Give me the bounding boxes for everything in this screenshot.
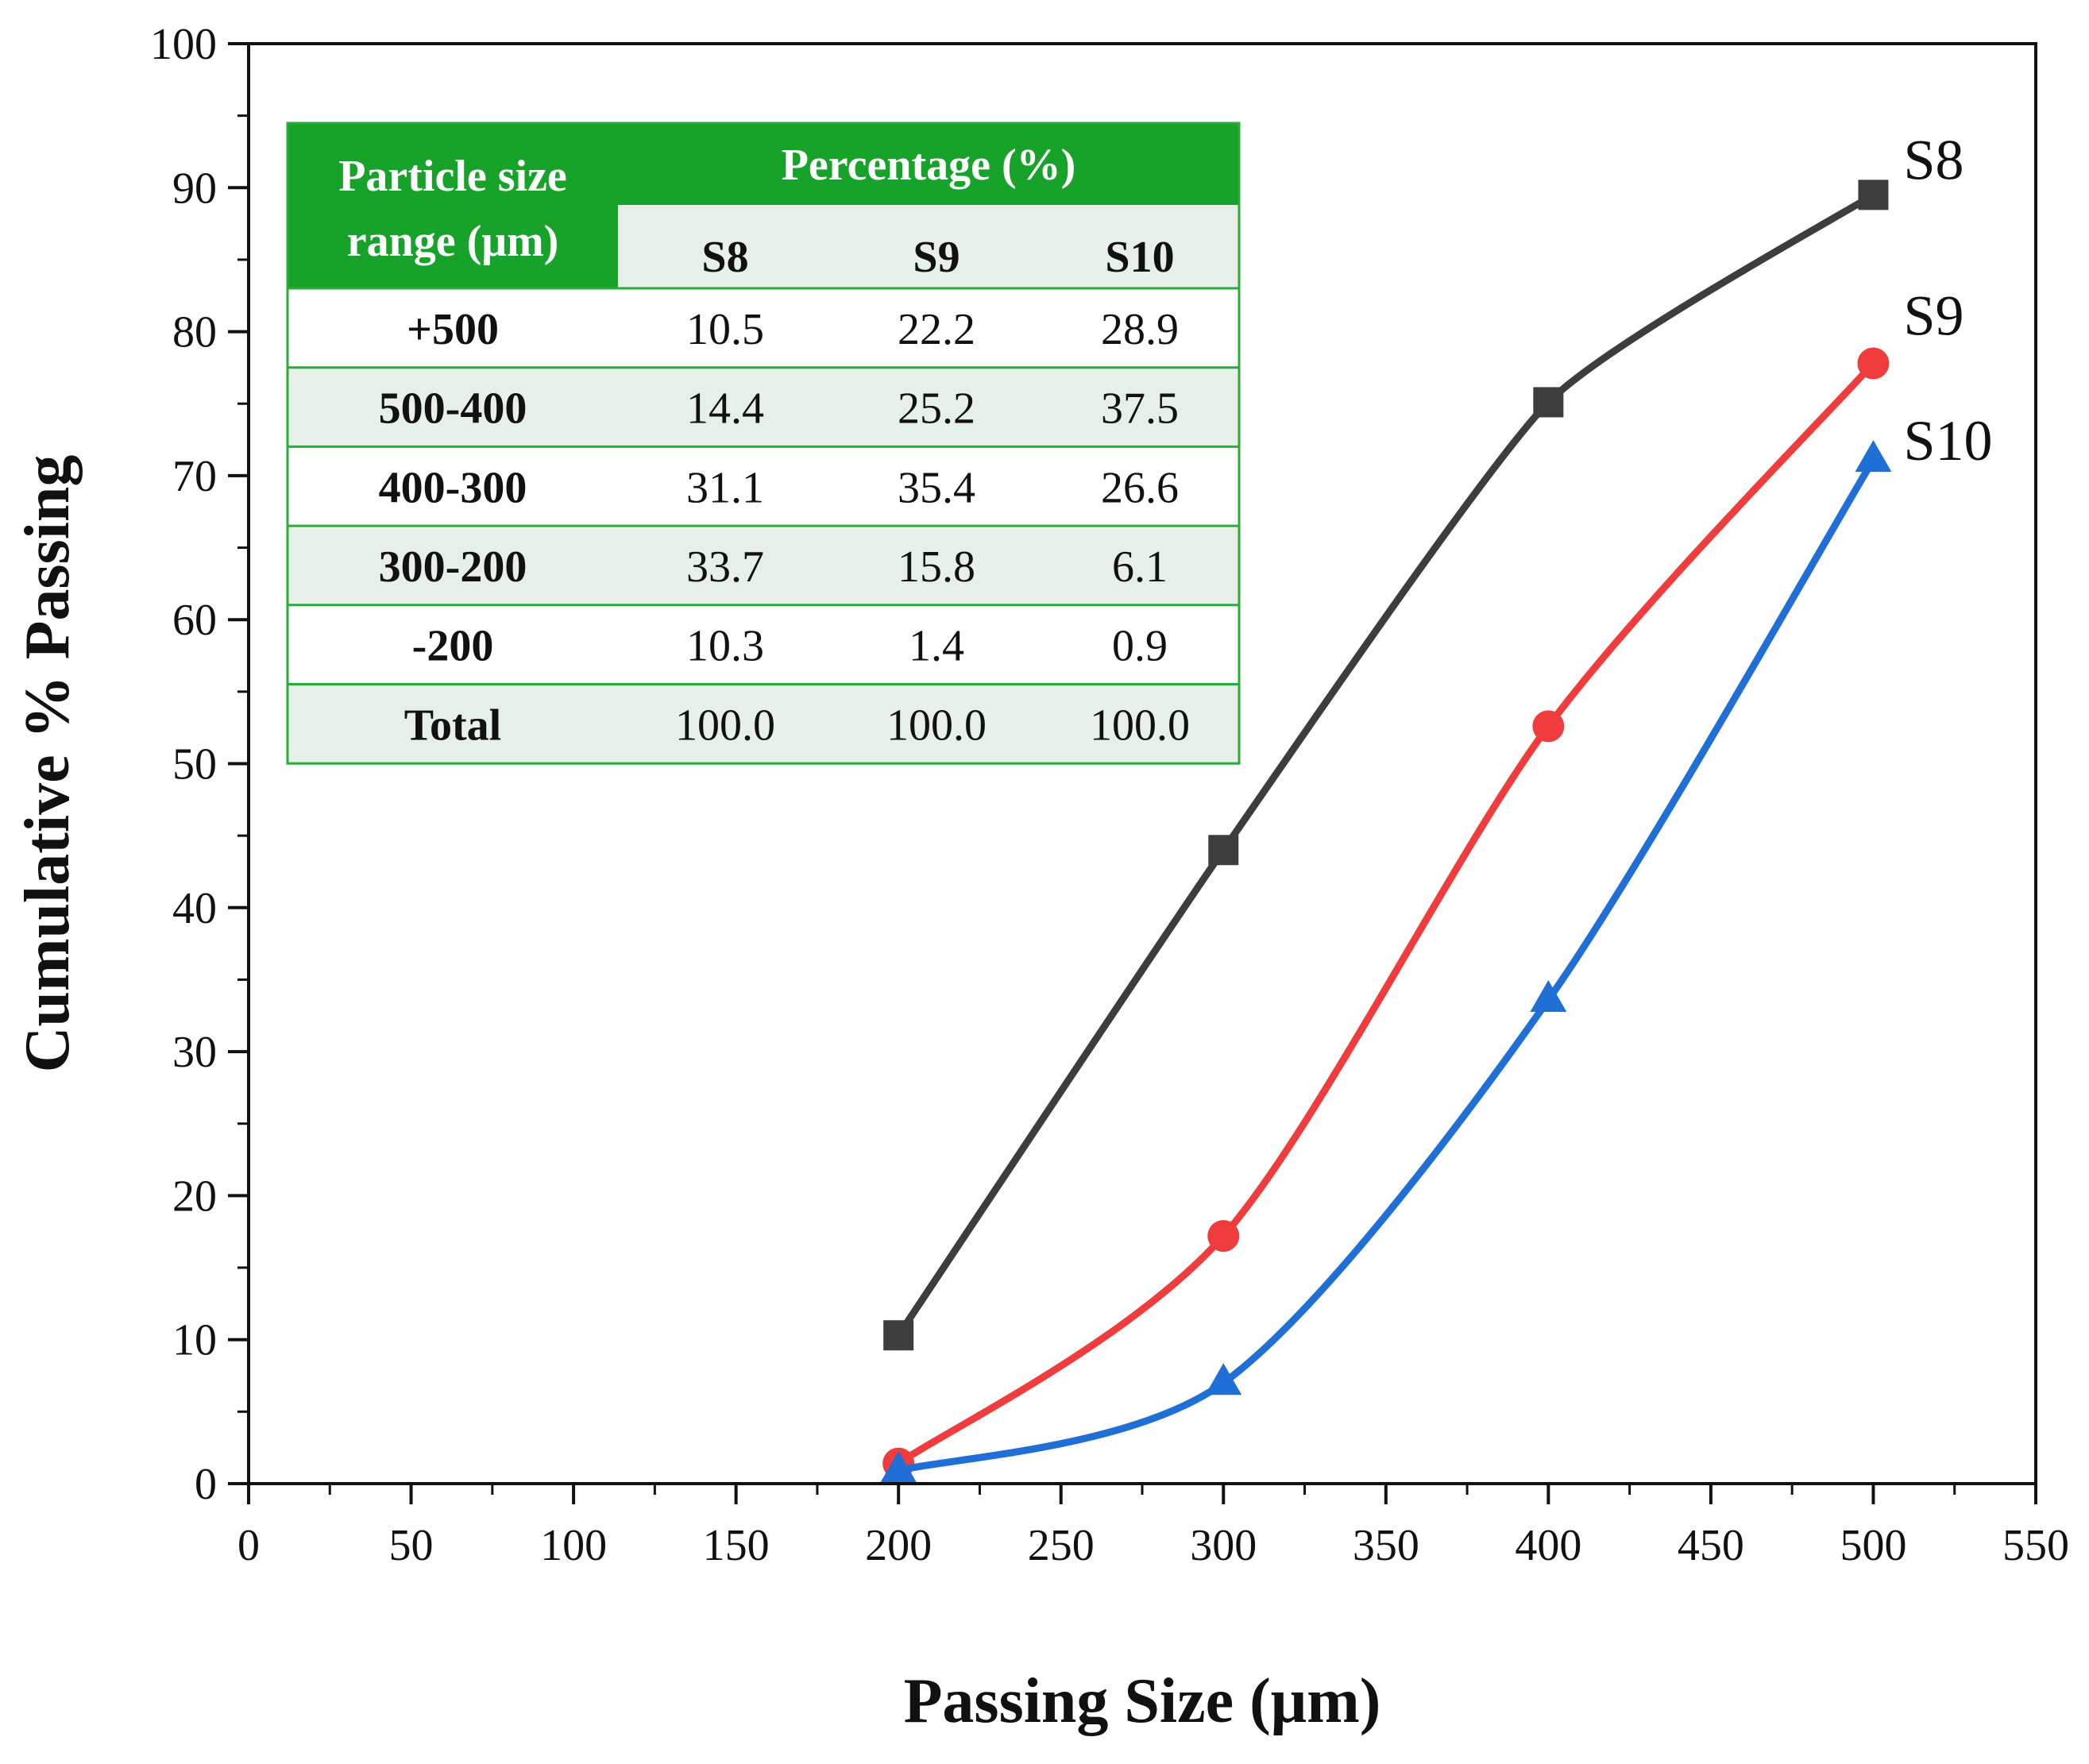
table-row xyxy=(288,367,1239,447)
x-axis-title: Passing Size (μm) xyxy=(904,1666,1381,1736)
table-cell: 15.8 xyxy=(898,542,975,592)
table-cell: 28.9 xyxy=(1101,305,1179,354)
x-tick-label: 450 xyxy=(1678,1521,1744,1570)
x-tick-label: 300 xyxy=(1190,1521,1257,1570)
y-tick-label: 60 xyxy=(172,596,217,645)
point-s10-x300 xyxy=(1205,1363,1242,1395)
table-cell: 100.0 xyxy=(886,701,987,750)
point-s10-x500 xyxy=(1855,440,1892,473)
x-tick-label: 400 xyxy=(1515,1521,1581,1570)
y-tick-label: 50 xyxy=(172,740,217,789)
table-row-label: 500-400 xyxy=(379,384,527,434)
table-row xyxy=(288,288,1239,368)
y-tick-label: 20 xyxy=(172,1171,217,1221)
y-tick-label: 100 xyxy=(150,20,217,69)
x-tick-label: 550 xyxy=(2002,1521,2069,1570)
table-column-header: S9 xyxy=(913,233,960,282)
point-s8-x400 xyxy=(1533,387,1564,418)
table-row xyxy=(288,604,1239,685)
point-s10-x400 xyxy=(1530,980,1567,1013)
table-cell: 6.1 xyxy=(1112,542,1168,592)
point-s9-x300 xyxy=(1207,1220,1240,1253)
y-tick-label: 90 xyxy=(172,164,217,213)
point-s8-x200 xyxy=(883,1320,914,1351)
series-s10: S10 xyxy=(880,409,1993,1483)
x-tick-label: 500 xyxy=(1840,1521,1906,1570)
table-cell: 37.5 xyxy=(1101,384,1179,434)
x-tick-label: 350 xyxy=(1353,1521,1419,1570)
series-line-s8 xyxy=(894,191,1877,1339)
table-column-header: S10 xyxy=(1105,233,1174,282)
table-cell: 31.1 xyxy=(686,463,764,512)
series-label-s10: S10 xyxy=(1903,409,1992,473)
y-tick-label: 0 xyxy=(195,1460,217,1509)
table-cell: 14.4 xyxy=(686,384,764,434)
y-tick-label: 80 xyxy=(172,308,217,357)
point-s9-x400 xyxy=(1532,710,1565,743)
table-cell: 25.2 xyxy=(898,384,975,434)
y-tick-label: 10 xyxy=(172,1316,217,1365)
table-column-header: S8 xyxy=(701,233,748,282)
table-cell: 100.0 xyxy=(675,701,775,750)
table-subheader-bg xyxy=(618,205,1239,288)
table-row-label: 400-300 xyxy=(379,463,527,512)
table-row-label: 300-200 xyxy=(379,542,527,592)
table-cell: 100.0 xyxy=(1090,701,1190,750)
x-tick-label: 150 xyxy=(703,1521,770,1570)
table-cell: 22.2 xyxy=(898,305,975,354)
table-cell: 10.3 xyxy=(686,622,764,671)
x-tick-label: 50 xyxy=(389,1521,434,1570)
table-header-group: Percentage (%) xyxy=(782,141,1076,190)
table-cell: 26.6 xyxy=(1101,463,1179,512)
series-line-s9 xyxy=(894,359,1877,1468)
table-header-first-line2: range (μm) xyxy=(347,217,559,266)
table-row xyxy=(288,526,1239,605)
series-layer: S8 S9 S10 xyxy=(880,128,1993,1483)
series-label-s8: S8 xyxy=(1903,128,1964,191)
table-cell: 33.7 xyxy=(686,542,764,592)
y-tick-label: 70 xyxy=(172,452,217,501)
y-axis-title: Cumulative % Passing xyxy=(13,455,83,1073)
table-row-label: +500 xyxy=(407,305,499,354)
x-tick-label: 0 xyxy=(237,1521,260,1570)
point-s10-x200 xyxy=(880,1450,917,1483)
table-header-first-line1: Particle size xyxy=(338,152,567,201)
table-border xyxy=(286,122,1241,765)
y-tick-label: 40 xyxy=(172,884,217,933)
table-row-label: -200 xyxy=(412,622,494,671)
x-tick-label: 100 xyxy=(540,1521,607,1570)
series-line-s10 xyxy=(894,456,1877,1475)
table-cell: 1.4 xyxy=(909,622,964,671)
point-s8-x300 xyxy=(1208,835,1239,866)
series-s9: S9 xyxy=(882,284,1964,1480)
y-tick-label: 30 xyxy=(172,1028,217,1077)
inset-table: Particle size range (μm) Percentage (%) S8 S… xyxy=(286,122,1241,765)
x-tick-label: 250 xyxy=(1028,1521,1095,1570)
axis-ticks: 0 50 100 150 200 250 300 350 400 450 500 550 0 10 20 30… xyxy=(150,20,2069,1570)
series-label-s9: S9 xyxy=(1903,284,1964,347)
table-row xyxy=(288,684,1239,764)
point-s8-x500 xyxy=(1858,179,1889,210)
plot-frame xyxy=(247,42,2037,1485)
table-cell: 35.4 xyxy=(898,463,975,512)
x-tick-label: 200 xyxy=(865,1521,932,1570)
table-cell: 0.9 xyxy=(1112,622,1168,671)
table-row xyxy=(288,446,1239,527)
table-cell: 10.5 xyxy=(686,305,764,354)
table-row-label: Total xyxy=(404,701,501,750)
table-header-first-bg xyxy=(288,123,618,288)
point-s9-x500 xyxy=(1857,347,1890,380)
series-s8: S8 xyxy=(883,128,1964,1351)
